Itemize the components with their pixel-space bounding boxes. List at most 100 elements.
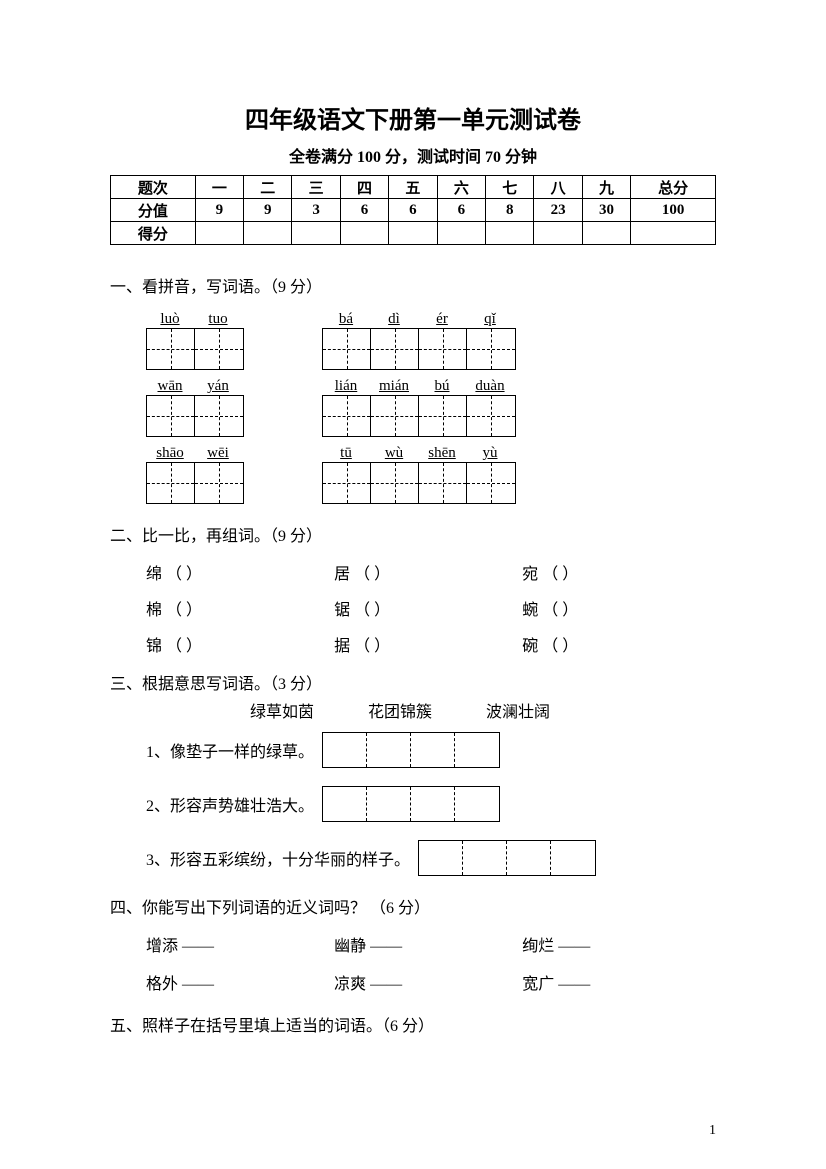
pinyin-label: yù [466, 445, 514, 462]
score-cell: 9 [195, 199, 243, 222]
tianzige-box[interactable] [146, 462, 244, 504]
fill-blank[interactable]: （ ） [354, 596, 390, 620]
score-cell: 三 [292, 176, 340, 199]
pinyin-label: lián [322, 378, 370, 395]
fill-blank[interactable]: （ ） [542, 560, 578, 584]
score-cell: 五 [389, 176, 437, 199]
score-cell: 二 [244, 176, 292, 199]
synonym-item[interactable]: 绚烂 —— [522, 932, 710, 956]
wordbank-item: 波澜壮阔 [486, 698, 550, 722]
pinyin-label: luò [146, 311, 194, 328]
compare-word-item: 棉 （ ） [146, 596, 334, 620]
score-cell[interactable] [340, 222, 388, 245]
pinyin-label: bá [322, 311, 370, 328]
pinyin-label: wān [146, 378, 194, 395]
wordbank-item: 花团锦簇 [368, 698, 432, 722]
score-cell: 题次 [111, 176, 196, 199]
score-cell: 六 [437, 176, 485, 199]
fill-blank[interactable]: （ ） [166, 632, 202, 656]
score-cell[interactable] [389, 222, 437, 245]
score-cell: 九 [582, 176, 630, 199]
score-cell: 100 [631, 199, 716, 222]
score-cell: 八 [534, 176, 582, 199]
score-cell: 分值 [111, 199, 196, 222]
section-1-title: 一、看拼音，写词语。（9 分） [110, 273, 716, 297]
compare-word-item: 蜿 （ ） [522, 596, 710, 620]
wordbank-item: 绿草如茵 [250, 698, 314, 722]
fill-blank[interactable]: （ ） [166, 596, 202, 620]
page-subtitle: 全卷满分 100 分，测试时间 70 分钟 [110, 143, 716, 167]
score-table: 题次一二三四五六七八九总分 分值99366682330100 得分 [110, 175, 716, 245]
fill-blank[interactable]: （ ） [542, 596, 578, 620]
score-cell: 9 [244, 199, 292, 222]
score-cell: 七 [486, 176, 534, 199]
synonym-item[interactable]: 格外 —— [146, 970, 334, 994]
fill-blank[interactable]: （ ） [354, 632, 390, 656]
score-cell: 23 [534, 199, 582, 222]
section-5-title: 五、照样子在括号里填上适当的词语。（6 分） [110, 1012, 716, 1036]
exam-page: 四年级语文下册第一单元测试卷 全卷满分 100 分，测试时间 70 分钟 题次一… [0, 0, 826, 1169]
compare-word-item: 据 （ ） [334, 632, 522, 656]
compare-word-item: 绵 （ ） [146, 560, 334, 584]
fill-blank[interactable]: （ ） [354, 560, 390, 584]
pinyin-label: duàn [466, 378, 514, 395]
compare-word-item: 宛 （ ） [522, 560, 710, 584]
tianzige-box[interactable] [146, 395, 244, 437]
section-3-item: 1、像垫子一样的绿草。 [146, 732, 716, 768]
section-3-title: 三、根据意思写词语。（3 分） [110, 670, 716, 694]
compare-word-item: 居 （ ） [334, 560, 522, 584]
pinyin-label: shēn [418, 445, 466, 462]
section-4-body: 增添 ——幽静 ——绚烂 —— 格外 ——凉爽 ——宽广 —— [146, 932, 716, 994]
section-3-item: 3、形容五彩缤纷，十分华丽的样子。 [146, 840, 716, 876]
answer-box[interactable] [418, 840, 596, 876]
synonym-item[interactable]: 宽广 —— [522, 970, 710, 994]
score-cell[interactable] [195, 222, 243, 245]
score-cell: 得分 [111, 222, 196, 245]
score-cell: 3 [292, 199, 340, 222]
tianzige-box[interactable] [146, 328, 244, 370]
score-cell[interactable] [486, 222, 534, 245]
section-2-body: 绵 （ ）居 （ ）宛 （ ） 棉 （ ）锯 （ ）蜿 （ ） 锦 （ ）据 （ ）… [146, 560, 716, 656]
score-cell[interactable] [244, 222, 292, 245]
section-1-body: luòtuobádìérqǐwānyánliánmiánbúduànshāowē… [146, 311, 716, 504]
score-cell: 总分 [631, 176, 716, 199]
pinyin-label: tuo [194, 311, 242, 328]
score-cell: 一 [195, 176, 243, 199]
answer-box[interactable] [322, 786, 500, 822]
page-number: 1 [709, 1123, 716, 1139]
synonym-item[interactable]: 凉爽 —— [334, 970, 522, 994]
score-cell: 四 [340, 176, 388, 199]
synonym-item[interactable]: 幽静 —— [334, 932, 522, 956]
section-3-prompt: 2、形容声势雄壮浩大。 [146, 792, 314, 816]
compare-word-item: 锯 （ ） [334, 596, 522, 620]
answer-box[interactable] [322, 732, 500, 768]
score-cell[interactable] [292, 222, 340, 245]
pinyin-label: yán [194, 378, 242, 395]
section-3-item: 2、形容声势雄壮浩大。 [146, 786, 716, 822]
fill-blank[interactable]: （ ） [166, 560, 202, 584]
score-cell: 30 [582, 199, 630, 222]
pinyin-label: wù [370, 445, 418, 462]
section-3-prompt: 3、形容五彩缤纷，十分华丽的样子。 [146, 846, 410, 870]
tianzige-box[interactable] [322, 395, 516, 437]
pinyin-label: wēi [194, 445, 242, 462]
pinyin-label: mián [370, 378, 418, 395]
tianzige-box[interactable] [322, 328, 516, 370]
score-cell: 8 [486, 199, 534, 222]
synonym-item[interactable]: 增添 —— [146, 932, 334, 956]
pinyin-label: bú [418, 378, 466, 395]
pinyin-label: ér [418, 311, 466, 328]
score-cell: 6 [389, 199, 437, 222]
score-cell[interactable] [631, 222, 716, 245]
section-3-prompt: 1、像垫子一样的绿草。 [146, 738, 314, 762]
score-cell: 6 [340, 199, 388, 222]
tianzige-box[interactable] [322, 462, 516, 504]
section-2-title: 二、比一比，再组词。（9 分） [110, 522, 716, 546]
compare-word-item: 锦 （ ） [146, 632, 334, 656]
pinyin-label: tū [322, 445, 370, 462]
score-cell[interactable] [534, 222, 582, 245]
score-cell[interactable] [582, 222, 630, 245]
fill-blank[interactable]: （ ） [542, 632, 578, 656]
score-cell[interactable] [437, 222, 485, 245]
score-cell: 6 [437, 199, 485, 222]
